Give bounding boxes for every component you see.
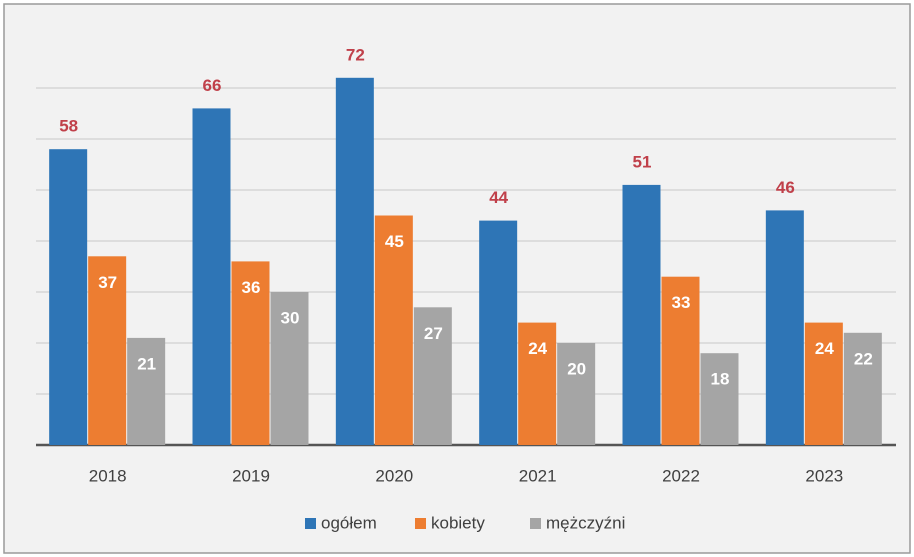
bar	[88, 256, 127, 445]
value-label: 24	[528, 339, 547, 358]
bar	[127, 337, 166, 445]
x-tick-label: 2020	[375, 466, 413, 485]
legend-swatch	[530, 518, 541, 529]
legend-swatch	[415, 518, 426, 529]
bar	[49, 149, 88, 445]
bar	[413, 307, 452, 445]
bar	[622, 184, 661, 445]
legend-label: ogółem	[321, 513, 377, 532]
x-tick-label: 2019	[232, 466, 270, 485]
legend-swatch	[305, 518, 316, 529]
bar	[192, 108, 231, 446]
value-label: 51	[633, 152, 652, 171]
bar	[843, 332, 882, 445]
chart-background	[3, 3, 911, 554]
bar	[335, 77, 374, 446]
value-label: 22	[854, 349, 873, 368]
bar	[765, 210, 804, 445]
bar	[661, 276, 700, 445]
value-label: 37	[98, 273, 117, 292]
value-label: 66	[203, 76, 222, 95]
bar	[479, 220, 518, 445]
value-label: 24	[815, 339, 834, 358]
value-label: 45	[385, 232, 404, 251]
bar	[557, 343, 596, 445]
bar	[374, 215, 413, 445]
x-tick-label: 2021	[519, 466, 557, 485]
value-label: 44	[489, 188, 508, 207]
bar	[804, 322, 843, 445]
value-label: 20	[567, 359, 586, 378]
value-label: 21	[137, 354, 156, 373]
x-tick-label: 2023	[805, 466, 843, 485]
x-tick-label: 2018	[89, 466, 127, 485]
legend-label: mężczyźni	[546, 513, 625, 532]
legend-label: kobiety	[431, 513, 485, 532]
bar	[518, 322, 557, 445]
value-label: 46	[776, 178, 795, 197]
value-label: 72	[346, 45, 365, 64]
value-label: 58	[59, 117, 78, 136]
value-label: 18	[711, 370, 730, 389]
value-label: 36	[242, 278, 261, 297]
value-label: 33	[672, 293, 691, 312]
bar	[700, 353, 739, 445]
bar	[231, 261, 270, 445]
x-tick-label: 2022	[662, 466, 700, 485]
value-label: 27	[424, 324, 443, 343]
bar	[270, 292, 309, 445]
value-label: 30	[281, 308, 300, 327]
